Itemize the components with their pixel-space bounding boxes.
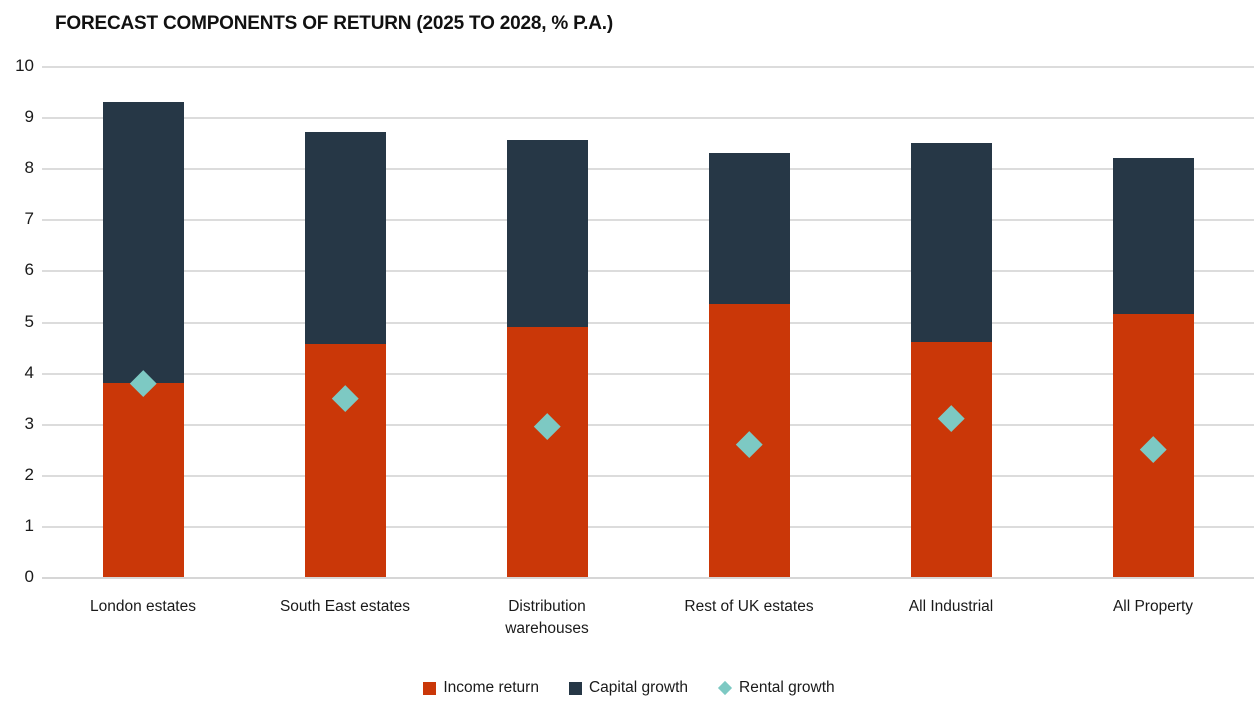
y-axis-tick-label: 6 bbox=[24, 260, 34, 279]
y-axis-tick-label: 5 bbox=[24, 312, 34, 331]
gridline-2 bbox=[42, 475, 1254, 477]
legend-label: Capital growth bbox=[588, 679, 689, 696]
x-axis-category-label: London estates bbox=[89, 598, 196, 615]
gridline-3 bbox=[42, 424, 1254, 426]
x-axis-category-label: South East estates bbox=[279, 598, 411, 615]
y-axis-tick-label: 0 bbox=[24, 567, 34, 586]
gridline-6 bbox=[42, 270, 1254, 272]
y-axis-tick-label: 9 bbox=[24, 107, 34, 126]
gridline-4 bbox=[42, 373, 1254, 375]
legend: Income return Capital growth Rental growth bbox=[0, 674, 1258, 702]
x-axis-category-label: All Property bbox=[1112, 598, 1194, 615]
y-axis-tick-label: 3 bbox=[24, 414, 34, 433]
gridline-1 bbox=[42, 526, 1254, 528]
bar-segment-income-return bbox=[103, 383, 184, 577]
y-axis-tick-label: 8 bbox=[24, 158, 34, 177]
bar-segment-capital-growth bbox=[103, 102, 184, 383]
legend-label: Income return bbox=[443, 679, 539, 696]
bar-segment-income-return bbox=[507, 327, 588, 577]
gridline-10 bbox=[42, 66, 1254, 68]
legend-square-swatch bbox=[423, 681, 437, 695]
chart-title: FORECAST COMPONENTS OF RETURN (2025 TO 2… bbox=[55, 13, 613, 34]
x-axis-category-label: All Industrial bbox=[908, 598, 994, 615]
legend-diamond-swatch bbox=[717, 680, 733, 696]
y-axis-tick-label: 7 bbox=[24, 209, 34, 228]
legend-square-swatch bbox=[568, 681, 582, 695]
legend-item-capital-growth: Capital growth bbox=[568, 679, 689, 697]
gridline-0 bbox=[42, 577, 1254, 579]
gridline-9 bbox=[42, 117, 1254, 119]
legend-item-income-return: Income return bbox=[423, 679, 539, 697]
legend-label: Rental growth bbox=[739, 679, 835, 696]
bar-segment-capital-growth bbox=[507, 140, 588, 327]
gridline-5 bbox=[42, 322, 1254, 324]
bar-segment-capital-growth bbox=[911, 143, 992, 342]
y-axis-tick-label: 10 bbox=[15, 56, 34, 75]
gridline-8 bbox=[42, 168, 1254, 170]
gridline-7 bbox=[42, 219, 1254, 221]
bar-segment-capital-growth bbox=[709, 153, 790, 304]
bar-segment-income-return bbox=[305, 344, 386, 577]
bar-segment-capital-growth bbox=[305, 132, 386, 344]
bar-segment-capital-growth bbox=[1113, 158, 1194, 314]
bar-segment-income-return bbox=[911, 342, 992, 577]
y-axis-tick-label: 4 bbox=[24, 363, 34, 382]
x-axis-category-label: Distribution warehouses bbox=[505, 598, 589, 637]
x-axis-category-label: Rest of UK estates bbox=[684, 598, 814, 615]
y-axis-tick-label: 1 bbox=[24, 516, 34, 535]
y-axis-tick-label: 2 bbox=[24, 465, 34, 484]
legend-item-rental-growth: Rental growth bbox=[717, 679, 835, 697]
